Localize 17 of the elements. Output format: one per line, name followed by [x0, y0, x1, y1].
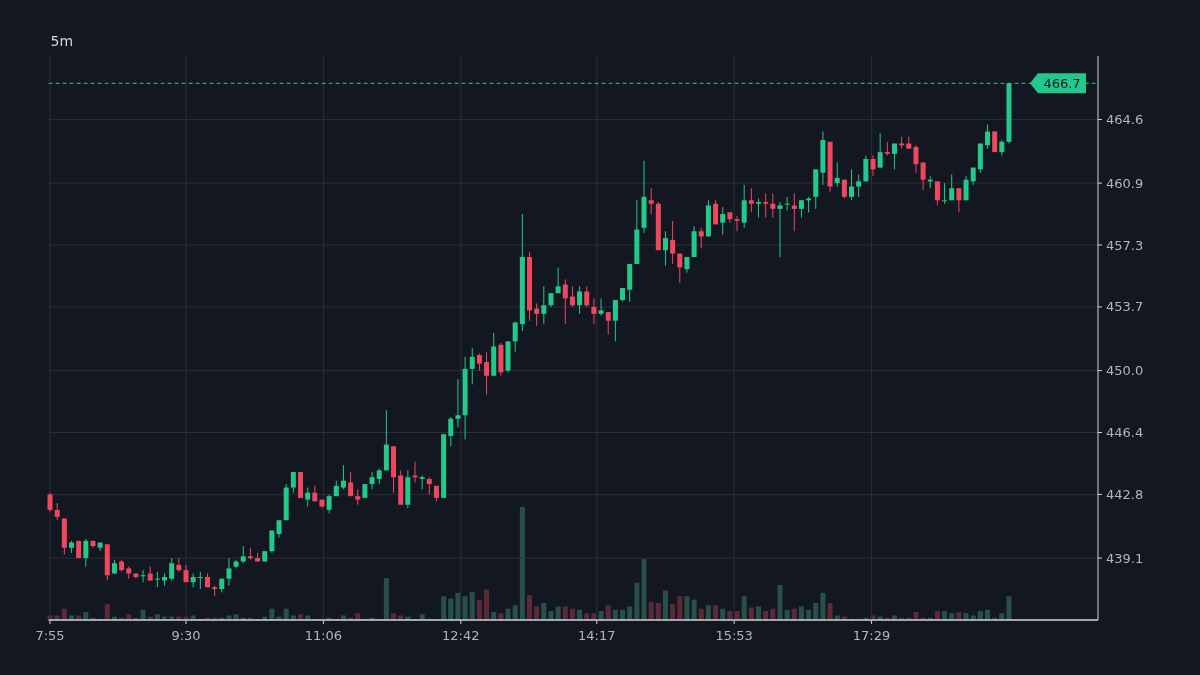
- y-tick-label: 453.7: [1106, 299, 1144, 315]
- y-tick-label: 442.8: [1106, 486, 1144, 502]
- y-tick-label: 439.1: [1106, 550, 1144, 566]
- x-tick-label: 7:55: [35, 628, 65, 643]
- chart-title: 5m: [50, 32, 74, 49]
- x-tick-label: 11:06: [304, 628, 343, 643]
- x-tick-label: 12:42: [442, 628, 480, 643]
- x-tick-label: 15:53: [715, 628, 753, 643]
- y-tick-label: 464.6: [1106, 111, 1144, 127]
- x-tick-label: 14:17: [578, 628, 616, 643]
- x-tick-label: 17:29: [852, 628, 891, 643]
- x-tick-label: 9:30: [171, 628, 201, 643]
- y-tick-label: 457.3: [1106, 237, 1144, 253]
- ref-line-label: 466.7: [1043, 75, 1081, 91]
- y-tick-label: 446.4: [1106, 425, 1144, 441]
- y-tick-label: 460.9: [1106, 175, 1144, 191]
- y-tick-label: 450.0: [1106, 363, 1144, 379]
